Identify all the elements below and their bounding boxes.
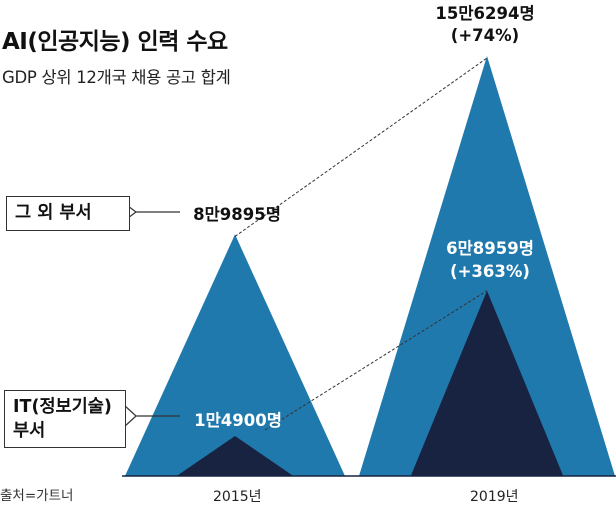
callout-pointer-other (128, 206, 180, 213)
data-label-other-2019: 15만6294명 (435, 4, 535, 23)
legend-callout-other: 그 외 부서 (6, 196, 130, 231)
data-change-it-2019: (+363%) (450, 262, 530, 281)
legend-label-it: IT(정보기술) 부서 (13, 397, 112, 441)
data-label-it-2019: 6만8959명 (446, 239, 534, 258)
page-title: AI(인공지능) 인력 수요 (2, 29, 228, 55)
x-tick-2019: 2019년 (470, 489, 519, 505)
legend-callout-it: IT(정보기술) 부서 (4, 390, 126, 448)
area-other-2019년 (359, 56, 615, 476)
x-tick-2015: 2015년 (213, 489, 262, 505)
page-subtitle: GDP 상위 12개국 채용 공고 합계 (2, 68, 231, 87)
data-label-it-2015: 1만4900명 (194, 411, 282, 430)
area-it-2015년 (176, 435, 294, 476)
data-label-other-2015: 8만9895명 (193, 205, 281, 224)
area-it-2019년 (410, 290, 564, 476)
growth-line-it (264, 290, 488, 431)
growth-line-other (234, 57, 488, 237)
data-change-other-2019: (+74%) (450, 26, 520, 45)
legend-label-other: 그 외 부서 (15, 203, 92, 223)
source-note: 출처=가트너 (0, 488, 74, 504)
